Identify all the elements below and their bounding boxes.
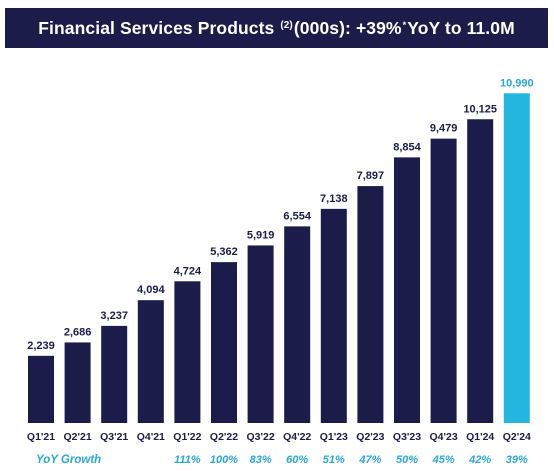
x-tick-label: Q3'21 [100, 431, 128, 443]
title-asterisk: * [402, 20, 407, 30]
value-label: 5,362 [210, 246, 238, 258]
chart-title-growth: YoY to 11.0M [407, 17, 515, 38]
value-label: 10,125 [463, 103, 497, 115]
value-label: 7,138 [320, 193, 348, 205]
bar-Q2'22 [211, 262, 237, 423]
chart-title-units: (000s): +39% [293, 17, 402, 38]
x-tick-label: Q2'21 [64, 431, 92, 443]
x-tick-label: Q3'23 [393, 431, 421, 443]
yoy-growth-value: 42% [468, 454, 491, 466]
x-tick-label: Q4'21 [137, 431, 165, 443]
x-tick-label: Q1'22 [173, 431, 201, 443]
bar-Q1'24 [467, 119, 494, 423]
yoy-growth-value: 111% [174, 454, 201, 466]
x-tick-label: Q4'23 [430, 431, 458, 443]
value-label: 7,897 [357, 170, 385, 182]
x-tick-label: Q2'23 [356, 431, 384, 443]
bar-Q2'23 [357, 186, 384, 423]
bar-Q4'22 [284, 226, 311, 423]
value-label: 6,554 [283, 210, 311, 222]
yoy-growth-value: 45% [432, 454, 455, 466]
bar-Q4'23 [430, 138, 457, 423]
chart-title-bar: Financial Services Products (2) (000s): … [5, 8, 548, 48]
value-label: 5,919 [247, 229, 275, 241]
yoy-growth-value: 51% [323, 454, 345, 466]
chart-title: Financial Services Products [38, 17, 275, 38]
bar-Q3'21 [101, 325, 128, 423]
bar-Q2'24 [503, 93, 530, 424]
yoy-growth-value: 60% [286, 454, 308, 466]
bar-Q2'21 [64, 342, 91, 423]
x-tick-label: Q1'23 [320, 431, 348, 443]
bar-Q1'21 [28, 355, 54, 423]
value-label: 9,479 [430, 123, 458, 135]
bar-Q1'22 [174, 281, 201, 423]
bar-Q1'23 [320, 208, 347, 423]
value-label: 4,094 [137, 284, 165, 296]
value-label: 2,686 [64, 326, 92, 338]
bar-Q4'21 [137, 300, 164, 423]
value-label: 2,239 [27, 340, 55, 352]
value-label: 4,724 [174, 265, 202, 277]
x-tick-label: Q3'22 [247, 431, 275, 443]
yoy-growth-value: 47% [358, 454, 381, 466]
x-tick-label: Q1'21 [27, 431, 55, 443]
bar-Q3'22 [247, 245, 274, 423]
yoy-growth-value: 39% [506, 454, 528, 466]
value-label: 10,990 [500, 77, 534, 89]
value-label: 3,237 [100, 310, 128, 322]
x-tick-label: Q2'22 [210, 431, 238, 443]
yoy-growth-value: 50% [396, 454, 418, 466]
x-tick-label: Q4'22 [283, 431, 311, 443]
bar-Q3'23 [394, 157, 420, 423]
x-tick-label: Q2'24 [503, 431, 531, 443]
title-footnote-marker: (2) [280, 19, 293, 31]
value-label: 8,854 [393, 141, 421, 153]
yoy-growth-value: 100% [210, 454, 238, 466]
x-tick-label: Q1'24 [466, 431, 494, 443]
yoy-growth-label: YoY Growth [36, 454, 101, 466]
yoy-growth-value: 83% [250, 454, 272, 466]
